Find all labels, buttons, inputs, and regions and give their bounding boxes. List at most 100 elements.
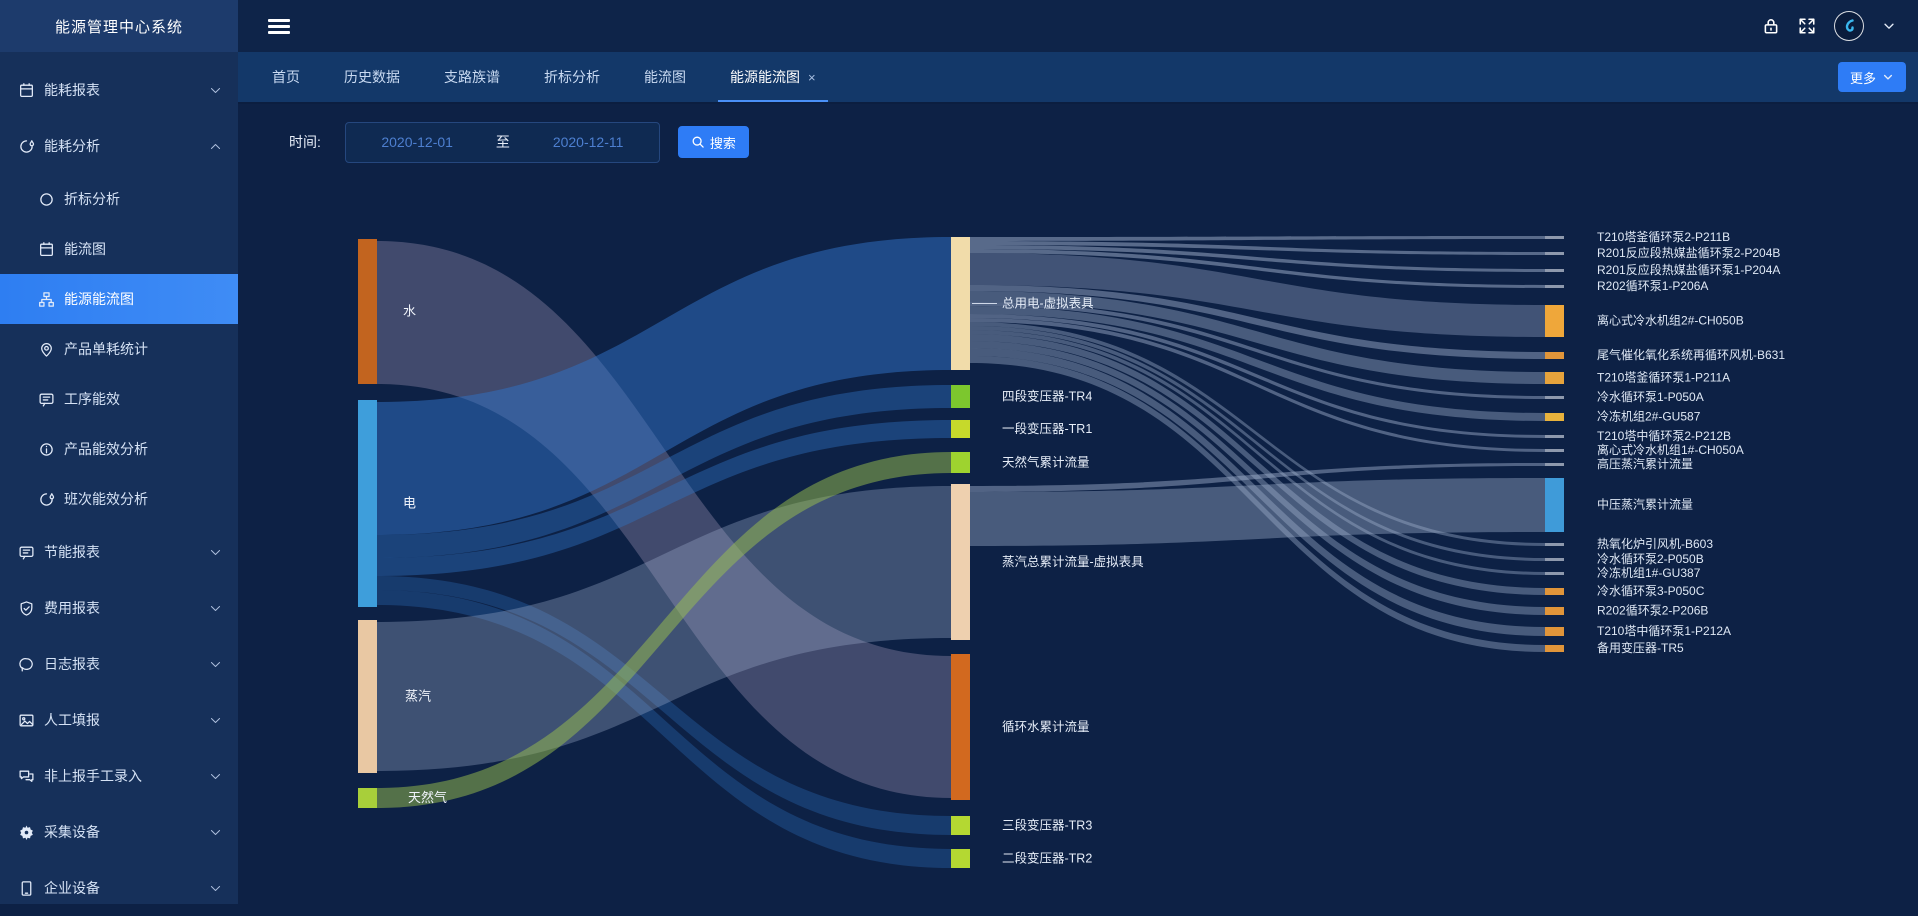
- sankey-node-left-0[interactable]: [358, 239, 377, 384]
- sidebar-item-1[interactable]: 能耗分析: [0, 118, 238, 174]
- sidebar-item-6[interactable]: 工序能效: [0, 374, 238, 424]
- sankey-node-right-6[interactable]: [1545, 372, 1564, 384]
- sankey-node-middle-2[interactable]: [951, 420, 970, 438]
- sidebar-item-5[interactable]: 产品单耗统计: [0, 324, 238, 374]
- tab-bar: 首页 历史数据 支路族谱 折标分析 能流图 能源能流图 × 更多: [238, 52, 1918, 104]
- chevron-down-icon: [1883, 74, 1893, 80]
- sankey-node-right-7[interactable]: [1545, 396, 1564, 399]
- sankey-node-middle-3[interactable]: [951, 452, 970, 473]
- sankey-node-right-1[interactable]: [1545, 252, 1564, 255]
- sankey-node-right-18[interactable]: [1545, 627, 1564, 636]
- sankey-node-right-12[interactable]: [1545, 478, 1564, 532]
- tab-4[interactable]: 能流图: [622, 52, 708, 102]
- sankey-node-left-3[interactable]: [358, 788, 377, 808]
- sidebar-item-7[interactable]: 产品能效分析: [0, 424, 238, 474]
- chevron-down-icon[interactable]: [1882, 19, 1896, 33]
- sankey-node-middle-7[interactable]: [951, 849, 970, 868]
- sankey-node-right-0[interactable]: [1545, 236, 1564, 239]
- comment-icon: [39, 393, 54, 407]
- more-button[interactable]: 更多: [1837, 62, 1906, 92]
- sidebar-item-15[interactable]: 企业设备: [0, 860, 238, 916]
- sidebar-item-0[interactable]: 能耗报表: [0, 62, 238, 118]
- tab-label: 折标分析: [544, 69, 600, 85]
- sankey-node-label: 总用电-虚拟表具: [1002, 296, 1094, 310]
- sankey-node-middle-6[interactable]: [951, 816, 970, 835]
- sankey-node-middle-1[interactable]: [951, 385, 970, 408]
- tab-1[interactable]: 历史数据: [322, 52, 422, 102]
- menu-toggle-icon[interactable]: [268, 16, 290, 37]
- sankey-node-label: 二段变压器-TR2: [1002, 850, 1092, 865]
- sankey-node-label: 离心式冷水机组1#-CH050A: [1597, 442, 1744, 457]
- sankey-node-label: 四段变压器-TR4: [1002, 388, 1092, 403]
- tab-5[interactable]: 能源能流图 ×: [708, 52, 838, 102]
- lock-icon[interactable]: [1762, 17, 1780, 35]
- sidebar-item-11[interactable]: 日志报表: [0, 636, 238, 692]
- sidebar-item-4[interactable]: 能源能流图: [0, 274, 238, 324]
- sidebar-item-13[interactable]: 非上报手工录入: [0, 748, 238, 804]
- sidebar-item-8[interactable]: 班次能效分析: [0, 474, 238, 524]
- tab-label: 首页: [272, 69, 300, 85]
- chevron-down-icon: [210, 87, 221, 93]
- sankey-node-right-9[interactable]: [1545, 435, 1564, 438]
- sankey-link: [970, 306, 1545, 421]
- tab-0[interactable]: 首页: [250, 52, 322, 102]
- sankey-node-right-15[interactable]: [1545, 572, 1564, 575]
- sankey-node-right-13[interactable]: [1545, 543, 1564, 546]
- sankey-node-label: 备用变压器-TR5: [1597, 640, 1684, 655]
- end-date-value[interactable]: 2020-12-11: [552, 134, 624, 150]
- sankey-node-label: 冷水循环泵2-P050B: [1597, 552, 1704, 566]
- calendar-icon: [40, 241, 53, 256]
- tab-label: 能源能流图: [730, 69, 800, 85]
- sankey-node-label: 水: [403, 303, 416, 318]
- date-range-picker[interactable]: 2020-12-01 至 2020-12-11: [344, 121, 660, 163]
- sidebar-item-3[interactable]: 能流图: [0, 224, 238, 274]
- calendar-icon: [20, 82, 33, 97]
- sankey-node-right-14[interactable]: [1545, 558, 1564, 561]
- sankey-node-right-16[interactable]: [1545, 588, 1564, 595]
- sidebar-item-2[interactable]: 折标分析: [0, 174, 238, 224]
- sankey-node-left-1[interactable]: [358, 400, 377, 607]
- sankey-node-label: 一段变压器-TR1: [1002, 421, 1092, 436]
- sankey-node-label: R202循环泵2-P206B: [1597, 604, 1708, 618]
- sankey-node-right-8[interactable]: [1545, 413, 1564, 421]
- chevron-down-icon: [210, 829, 221, 835]
- sidebar-item-label: 产品单耗统计: [64, 341, 148, 357]
- sidebar-item-10[interactable]: 费用报表: [0, 580, 238, 636]
- sankey-node-label: 热氧化炉引风机-B603: [1597, 537, 1713, 551]
- sankey-node-label: 冷冻机组2#-GU587: [1597, 409, 1701, 424]
- sankey-node-right-19[interactable]: [1545, 645, 1564, 652]
- sankey-node-right-11[interactable]: [1545, 463, 1564, 466]
- avatar[interactable]: [1834, 11, 1864, 41]
- filter-bar: 时间: 2020-12-01 至 2020-12-11 搜索: [238, 104, 1918, 180]
- sankey-node-label: T210塔釜循环泵2-P211B: [1597, 229, 1730, 244]
- sankey-link: [970, 326, 1545, 561]
- sidebar-item-12[interactable]: 人工填报: [0, 692, 238, 748]
- sankey-node-middle-5[interactable]: [951, 654, 970, 800]
- sankey-node-label: 离心式冷水机组2#-CH050B: [1597, 313, 1744, 328]
- circle-icon: [40, 192, 53, 206]
- fullscreen-icon[interactable]: [1798, 17, 1816, 35]
- sankey-node-middle-4[interactable]: [951, 484, 970, 640]
- tab-3[interactable]: 折标分析: [522, 52, 622, 102]
- chevron-up-icon: [210, 143, 221, 149]
- sidebar-item-9[interactable]: 节能报表: [0, 524, 238, 580]
- sankey-node-right-2[interactable]: [1545, 269, 1564, 272]
- search-button[interactable]: 搜索: [677, 126, 749, 158]
- start-date-value[interactable]: 2020-12-01: [381, 134, 453, 150]
- tab-2[interactable]: 支路族谱: [422, 52, 522, 102]
- sankey-node-left-2[interactable]: [358, 620, 377, 773]
- sankey-node-right-4[interactable]: [1545, 305, 1564, 337]
- time-filter-label: 时间:: [289, 134, 321, 150]
- sankey-link: [970, 245, 1545, 272]
- sankey-node-middle-0[interactable]: [951, 237, 970, 370]
- sidebar-item-14[interactable]: 采集设备: [0, 804, 238, 860]
- tab-close-icon[interactable]: ×: [808, 69, 816, 85]
- sankey-node-right-17[interactable]: [1545, 607, 1564, 615]
- comment-icon: [19, 546, 34, 560]
- sankey-node-label: 冷水循环泵1-P050A: [1597, 390, 1704, 404]
- sankey-node-right-3[interactable]: [1545, 285, 1564, 288]
- more-button-label: 更多: [1849, 70, 1876, 86]
- gear-icon: [20, 824, 33, 840]
- sankey-node-right-5[interactable]: [1545, 352, 1564, 359]
- sankey-node-right-10[interactable]: [1545, 449, 1564, 452]
